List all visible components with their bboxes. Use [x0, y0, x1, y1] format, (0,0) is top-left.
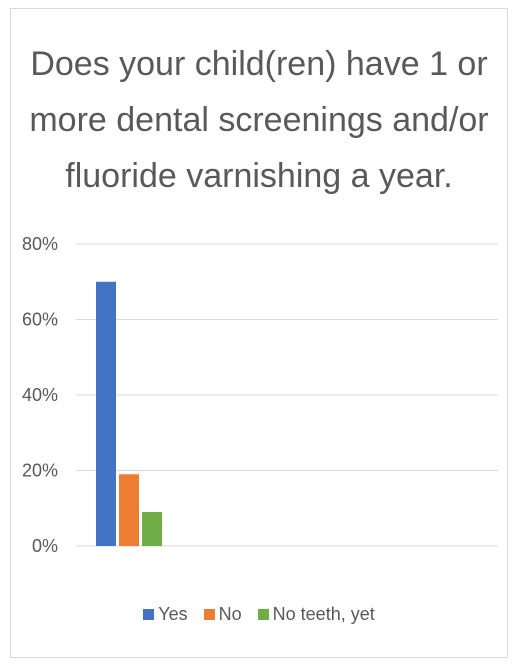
legend-item: No — [203, 604, 242, 625]
legend-swatch — [143, 609, 155, 620]
chart-title: Does your child(ren) have 1 or more dent… — [29, 45, 489, 195]
bar-no-teeth-yet — [142, 512, 162, 546]
y-tick-label: 0% — [32, 536, 58, 556]
legend-item: Yes — [143, 604, 188, 625]
legend-swatch — [257, 609, 269, 620]
chart-legend: Yes No No teeth, yet — [0, 604, 518, 625]
bar-no — [119, 474, 139, 546]
y-tick-label: 60% — [22, 310, 58, 330]
bars — [96, 281, 162, 546]
legend-item: No teeth, yet — [257, 604, 375, 625]
chart-frame — [10, 8, 508, 658]
y-axis-tick-labels: 0% 20% 40% 60% 80% — [22, 234, 58, 556]
y-tick-label: 80% — [22, 234, 58, 254]
legend-label: Yes — [158, 604, 188, 624]
y-tick-label: 20% — [22, 461, 58, 481]
legend-label: No — [218, 604, 242, 624]
legend-swatch — [203, 609, 215, 620]
y-tick-label: 40% — [22, 385, 58, 405]
bar-yes — [96, 281, 116, 546]
gridlines — [76, 243, 498, 547]
legend-label: No teeth, yet — [272, 604, 375, 624]
